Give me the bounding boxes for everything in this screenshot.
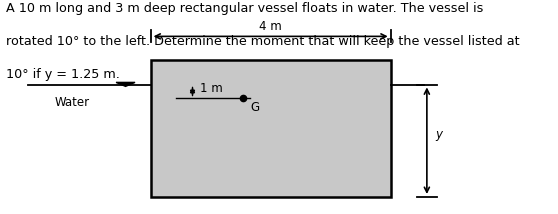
Text: rotated 10° to the left. Determine the moment that will keep the vessel listed a: rotated 10° to the left. Determine the m…: [6, 35, 519, 48]
Text: 4 m: 4 m: [259, 20, 282, 33]
Text: 1 m: 1 m: [200, 82, 223, 95]
Text: Water: Water: [55, 96, 90, 109]
Text: A 10 m long and 3 m deep rectangular vessel floats in water. The vessel is: A 10 m long and 3 m deep rectangular ves…: [6, 2, 483, 15]
Text: y: y: [435, 128, 442, 141]
Bar: [151, 60, 391, 197]
Text: 10° if y = 1.25 m.: 10° if y = 1.25 m.: [6, 68, 119, 82]
Polygon shape: [116, 82, 135, 86]
Text: G: G: [250, 101, 259, 114]
